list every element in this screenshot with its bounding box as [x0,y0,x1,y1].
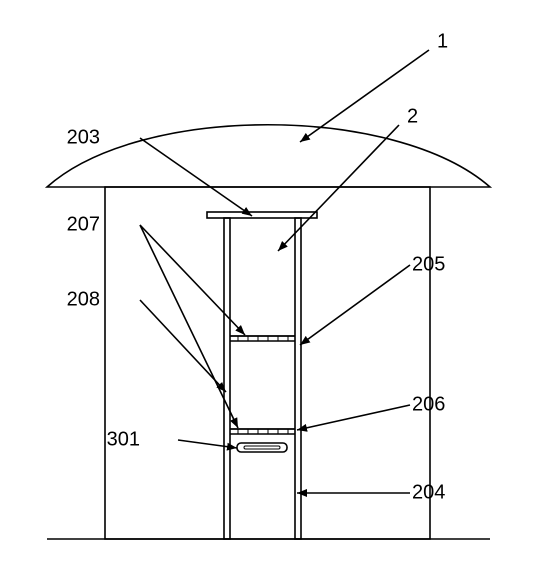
label-text: 2 [407,105,418,127]
label-204: 204 [297,481,445,503]
label-2: 2 [278,105,418,251]
leader-line [278,125,399,251]
vent-slot-inner [244,446,280,449]
label-text: 204 [412,481,445,503]
label-207: 207 [67,213,245,428]
label-205: 205 [300,253,445,345]
label-text: 206 [412,393,445,415]
leader-line [300,50,429,142]
leader-line [300,265,410,345]
label-text: 1 [437,30,448,52]
leader-line [297,405,410,430]
label-text: 208 [67,288,100,310]
label-text: 205 [412,253,445,275]
leader-line [140,138,252,216]
inner-cap-plate [207,212,317,218]
label-1: 1 [300,30,448,142]
dome-cap [47,125,490,187]
label-203: 203 [67,126,252,216]
label-301: 301 [107,428,237,450]
leader-line [178,440,237,448]
inner-pillar-right [295,218,301,539]
label-208: 208 [67,288,226,392]
label-206: 206 [297,393,445,430]
inner-pillar-left [224,218,230,539]
label-text: 203 [67,126,100,148]
label-text: 207 [67,213,100,235]
label-text: 301 [107,428,140,450]
diagram-canvas: 1 2 203 205 206 204 208 301 207 [0,0,540,585]
